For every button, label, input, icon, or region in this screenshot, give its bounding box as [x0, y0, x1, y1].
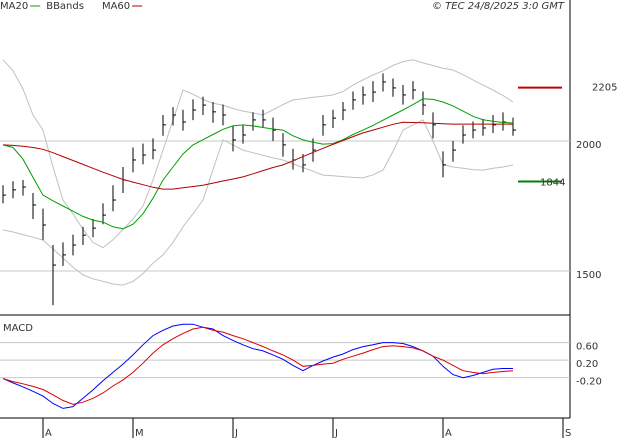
y-tick-label: 0.60: [576, 342, 598, 353]
x-tick-label: J: [334, 428, 338, 439]
level-label: 2205: [592, 83, 617, 94]
bband-upper: [2, 59, 514, 249]
macd-line: [2, 323, 513, 409]
x-tick-label: A: [445, 428, 452, 439]
y-tick-label: -0.20: [576, 377, 602, 388]
x-tick-label: A: [45, 428, 52, 439]
macd-line: [2, 326, 514, 405]
legend-label: MA20: [0, 1, 28, 12]
moving-average: [2, 121, 513, 190]
x-tick-label: S: [565, 428, 571, 439]
x-tick-label: J: [234, 428, 238, 439]
y-tick-label: 0.20: [576, 359, 598, 370]
level-label: 1844: [540, 178, 565, 189]
y-tick-label: 2000: [576, 140, 601, 151]
y-tick-label: 1500: [576, 270, 601, 281]
x-tick-label: M: [135, 428, 144, 439]
copyright: © TEC 24/8/2025 3:0 GMT: [432, 1, 565, 12]
legend-label: BBands: [46, 1, 84, 12]
macd-title: MACD: [3, 323, 33, 334]
moving-average: [2, 98, 514, 230]
legend-label: MA60: [102, 1, 130, 12]
bband-lower: [2, 119, 514, 286]
